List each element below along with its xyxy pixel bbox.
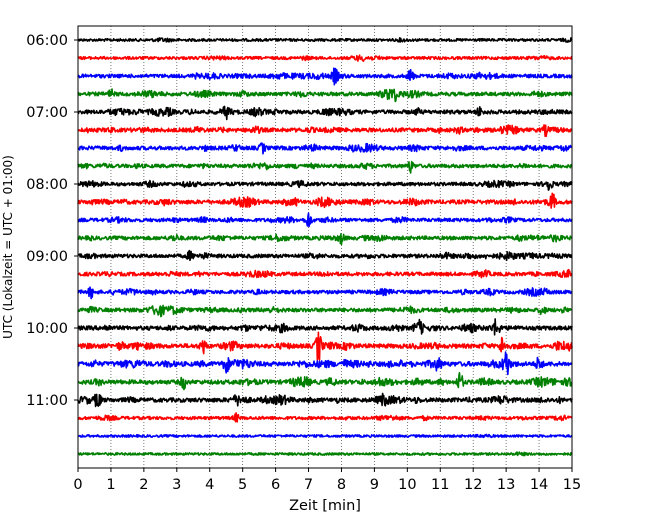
y-tick-label: 11:00: [26, 393, 68, 409]
x-tick-label: 14: [530, 477, 548, 493]
x-tick-label: 8: [337, 477, 346, 493]
seismic-trace: [77, 249, 573, 262]
x-tick-label: 9: [370, 477, 379, 493]
y-tick-label: 08:00: [26, 177, 68, 193]
seismic-trace: [77, 331, 573, 361]
x-tick-label: 2: [139, 477, 148, 493]
x-tick-label: 5: [238, 477, 247, 493]
seismic-trace: [77, 212, 573, 228]
y-tick-label: 07:00: [26, 105, 68, 121]
y-axis-label: UTC (Lokalzeit = UTC + 01:00): [1, 155, 15, 339]
seismic-trace: [77, 88, 573, 103]
seismic-trace: [77, 124, 573, 138]
seismic-trace: [77, 392, 573, 408]
seismic-trace: [77, 268, 573, 279]
plot-frame: [77, 25, 573, 469]
seismic-trace: [77, 179, 573, 191]
y-axis: 06:00 07:00 08:00 09:00 10:00 11:00: [26, 33, 78, 409]
seismic-trace: [77, 54, 573, 62]
seismic-trace: [77, 433, 573, 439]
seismic-trace: [77, 451, 573, 457]
x-tick-label: 6: [271, 477, 280, 493]
seismic-trace: [77, 371, 573, 391]
y-tick-label: 09:00: [26, 249, 68, 265]
seismic-trace: [77, 233, 573, 246]
x-tick-label: 11: [431, 477, 449, 493]
seismic-trace: [77, 67, 573, 86]
x-tick-label: 7: [304, 477, 313, 493]
seismic-trace: [77, 105, 573, 121]
seismic-trace: [77, 351, 573, 376]
seismic-trace: [77, 304, 573, 318]
y-tick-label: 06:00: [26, 33, 68, 49]
x-axis-label: Zeit [min]: [289, 498, 361, 514]
x-tick-label: 13: [497, 477, 515, 493]
seismic-trace: [77, 160, 573, 174]
seismic-trace: [77, 286, 573, 300]
seismic-trace: [77, 142, 573, 155]
x-tick-label: 3: [172, 477, 181, 493]
y-tick-label: 10:00: [26, 321, 68, 337]
seismic-trace: [77, 192, 573, 209]
seismic-trace: [77, 412, 573, 423]
x-tick-label: 15: [563, 477, 581, 493]
x-tick-label: 4: [205, 477, 214, 493]
x-tick-label: 10: [398, 477, 416, 493]
x-tick-label: 12: [464, 477, 482, 493]
trace-group: [77, 37, 573, 457]
x-tick-label: 1: [106, 477, 115, 493]
seismic-trace: [77, 37, 573, 43]
x-axis: 0 1 2 3 4 5 6 7 8 9 10 11 12 13 14 15: [73, 468, 581, 493]
x-tick-label: 0: [73, 477, 82, 493]
seismic-trace: [77, 318, 573, 336]
